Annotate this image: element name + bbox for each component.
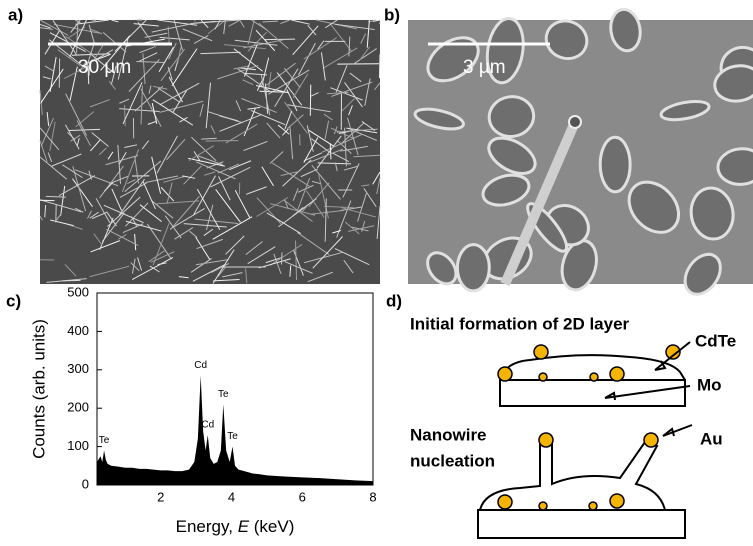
y-tick-label: 300 — [67, 361, 89, 376]
x-axis-label-part: (keV) — [249, 517, 294, 536]
diagram-text: CdTe — [695, 331, 736, 350]
peak-label: Cd — [194, 360, 207, 371]
panel-label: a) — [8, 5, 23, 24]
tip — [569, 116, 581, 128]
x-tick-label: 8 — [369, 489, 376, 504]
y-tick-label: 200 — [67, 400, 89, 415]
scale-label: 30 µm — [78, 57, 131, 78]
diagram-text: Au — [700, 429, 723, 448]
x-tick-label: 2 — [157, 489, 164, 504]
scale-label: 3 µm — [463, 57, 506, 78]
y-tick-label: 400 — [67, 323, 89, 338]
nanowire — [125, 105, 126, 126]
plot-frame — [97, 293, 373, 485]
x-axis-label-part: Energy, — [176, 517, 238, 536]
x-tick-label: 6 — [299, 489, 306, 504]
panel-label: d) — [386, 291, 402, 310]
x-tick-label: 4 — [228, 489, 235, 504]
x-axis-label-part: E — [238, 517, 250, 536]
sem-image-b — [408, 7, 753, 301]
peak-label: Te — [227, 431, 238, 442]
panel-label: c) — [6, 291, 21, 310]
diagram-text: nucleation — [410, 451, 495, 470]
spectrum-chart: 0 100 200 300 400 500 2 4 6 8 Te Cd Cd Te Te Counts (ar… — [29, 284, 376, 536]
grain — [457, 244, 489, 291]
y-tick-label: 500 — [67, 284, 89, 299]
peak-label: Cd — [201, 420, 214, 431]
diagram-text: Nanowire — [410, 425, 487, 444]
diagram-text: Mo — [697, 375, 722, 394]
grain — [600, 137, 630, 192]
nanowire — [379, 54, 380, 78]
nanowire — [62, 280, 80, 281]
y-tick-label: 100 — [67, 438, 89, 453]
diagram-text: Initial formation of 2D layer — [410, 314, 630, 333]
nanowire — [281, 252, 282, 264]
y-tick-label: 0 — [82, 476, 89, 491]
figure: a) b) c) d) 30 µm 3 µm 0 100 200 300 400 500 2… — [0, 0, 753, 546]
peak-label: Te — [99, 435, 110, 446]
y-axis-label: Counts (arb. units) — [29, 319, 48, 459]
panel-label: b) — [384, 5, 400, 24]
peak-label: Te — [218, 389, 229, 400]
diagram: Initial formation of 2D layer CdTe Mo Na… — [410, 314, 736, 538]
x-axis-label: Energy, E (keV) — [176, 517, 295, 536]
